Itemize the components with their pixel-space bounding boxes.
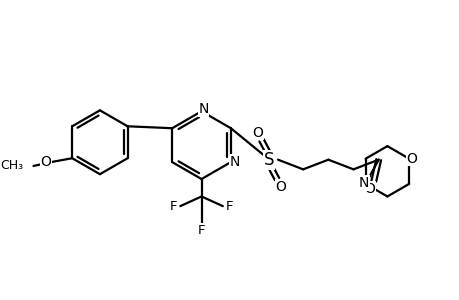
Text: F: F [197, 224, 205, 237]
Text: O: O [364, 182, 375, 196]
Text: CH₃: CH₃ [1, 158, 24, 172]
Text: N: N [198, 102, 208, 116]
Text: F: F [169, 200, 177, 213]
Text: O: O [275, 180, 286, 194]
Text: O: O [406, 152, 417, 166]
Text: S: S [263, 151, 274, 169]
Text: N: N [358, 176, 368, 190]
Text: O: O [252, 126, 263, 140]
Text: F: F [225, 200, 233, 213]
Text: O: O [40, 155, 51, 169]
Text: N: N [229, 155, 240, 169]
